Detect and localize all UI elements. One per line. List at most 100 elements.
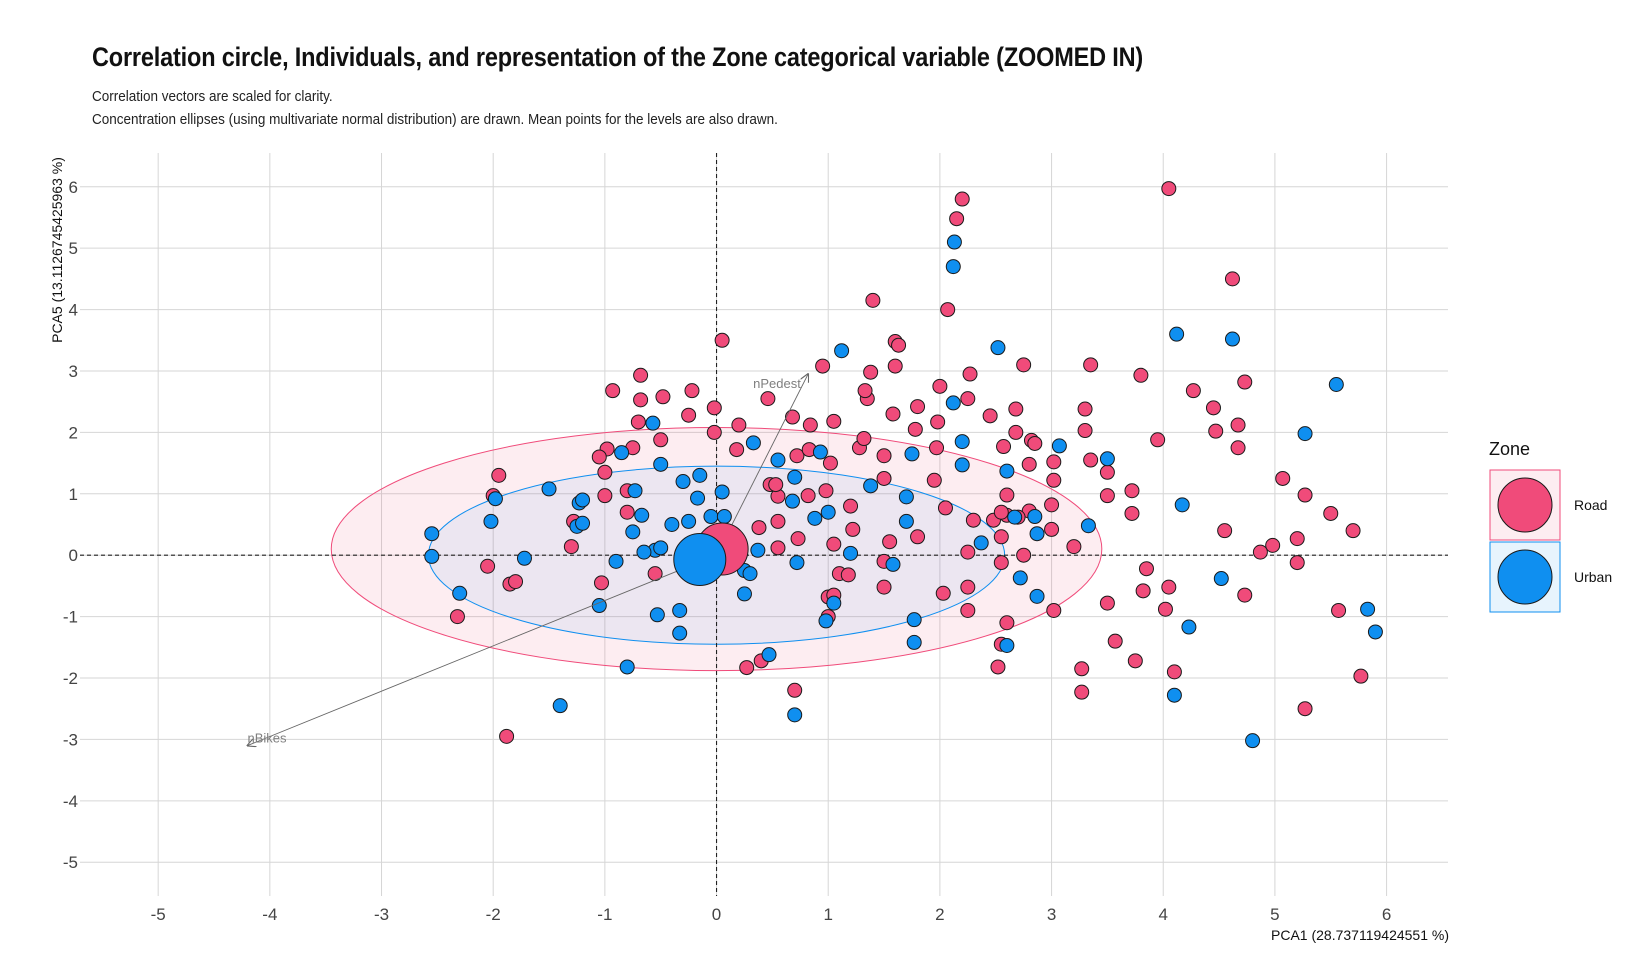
point-road xyxy=(647,566,663,582)
point-road xyxy=(826,413,842,429)
point-urban xyxy=(703,509,719,525)
point-urban xyxy=(625,524,641,540)
vector-label-nbikes: nBikes xyxy=(248,731,288,746)
point-urban xyxy=(954,457,970,473)
point-road xyxy=(1021,456,1037,472)
point-road xyxy=(1252,544,1268,560)
point-road xyxy=(882,534,898,550)
point-urban xyxy=(1174,497,1190,513)
legend-marker-road xyxy=(1497,477,1553,533)
point-road xyxy=(1099,488,1115,504)
point-road xyxy=(1135,583,1151,599)
x-tick-label: 0 xyxy=(712,905,721,924)
point-urban xyxy=(1169,326,1185,342)
point-road xyxy=(706,400,722,416)
point-urban xyxy=(745,435,761,451)
point-road xyxy=(1107,633,1123,649)
point-road xyxy=(876,470,892,486)
point-road xyxy=(684,383,700,399)
point-road xyxy=(1289,531,1305,547)
point-road xyxy=(790,531,806,547)
point-road xyxy=(605,383,621,399)
point-road xyxy=(1074,661,1090,677)
point-road xyxy=(789,448,805,464)
point-road xyxy=(1297,487,1313,503)
point-urban xyxy=(999,637,1015,653)
point-road xyxy=(993,504,1009,520)
y-tick-label: 0 xyxy=(69,546,78,565)
legend-marker-urban xyxy=(1497,549,1553,605)
point-road xyxy=(480,558,496,574)
point-urban xyxy=(664,517,680,532)
point-urban xyxy=(820,504,836,520)
point-road xyxy=(996,439,1012,455)
point-road xyxy=(1150,432,1166,448)
point-road xyxy=(770,513,786,529)
point-road xyxy=(770,540,786,556)
y-tick-label: 4 xyxy=(69,301,78,320)
point-urban xyxy=(552,698,568,714)
point-road xyxy=(1046,454,1062,470)
point-road xyxy=(1008,424,1024,440)
point-road xyxy=(876,579,892,595)
point-urban xyxy=(575,492,591,508)
point-urban xyxy=(826,595,842,611)
point-urban xyxy=(1080,518,1096,534)
point-road xyxy=(1217,523,1233,539)
point-road xyxy=(653,432,669,448)
point-road xyxy=(1161,579,1177,595)
point-urban xyxy=(736,586,752,602)
point-road xyxy=(1161,181,1177,197)
point-road xyxy=(1027,435,1043,451)
point-urban xyxy=(649,607,665,623)
point-road xyxy=(863,364,879,380)
point-road xyxy=(826,536,842,552)
point-urban xyxy=(784,493,800,509)
point-road xyxy=(843,498,859,514)
y-tick-label: 3 xyxy=(69,362,78,381)
point-urban xyxy=(946,234,962,250)
point-road xyxy=(815,358,831,374)
point-road xyxy=(935,585,951,601)
point-road xyxy=(1046,602,1062,618)
x-tick-label: -2 xyxy=(486,905,501,924)
point-urban xyxy=(1027,509,1043,525)
point-road xyxy=(1046,472,1062,488)
point-urban xyxy=(787,707,803,723)
point-road xyxy=(630,414,646,430)
point-urban xyxy=(716,509,732,525)
point-road xyxy=(962,366,978,382)
point-urban xyxy=(1007,509,1023,525)
point-urban xyxy=(789,555,805,571)
point-road xyxy=(1323,505,1339,521)
point-urban xyxy=(954,434,970,450)
legend-title: Zone xyxy=(1489,439,1530,459)
legend-label-road: Road xyxy=(1574,497,1607,513)
point-road xyxy=(760,391,776,407)
point-urban xyxy=(634,507,650,523)
point-road xyxy=(1083,357,1099,373)
point-road xyxy=(1074,684,1090,700)
point-road xyxy=(1016,547,1032,563)
point-road xyxy=(633,367,649,383)
point-urban xyxy=(990,340,1006,356)
point-urban xyxy=(1297,426,1313,442)
point-road xyxy=(729,442,745,458)
point-urban xyxy=(614,445,630,461)
point-urban xyxy=(818,613,834,629)
point-road xyxy=(1099,595,1115,611)
y-axis-label: PCA5 (13.1126745425963 %) xyxy=(49,157,65,343)
point-road xyxy=(768,477,784,493)
point-road xyxy=(1208,423,1224,439)
x-tick-label: 2 xyxy=(935,905,944,924)
point-road xyxy=(1127,653,1143,669)
point-urban xyxy=(863,478,879,494)
point-road xyxy=(784,409,800,425)
point-road xyxy=(739,660,755,676)
point-urban xyxy=(483,513,499,529)
point-road xyxy=(731,417,747,433)
point-road xyxy=(1133,367,1149,383)
point-road xyxy=(940,302,956,318)
point-road xyxy=(960,579,976,595)
point-road xyxy=(1265,537,1281,553)
